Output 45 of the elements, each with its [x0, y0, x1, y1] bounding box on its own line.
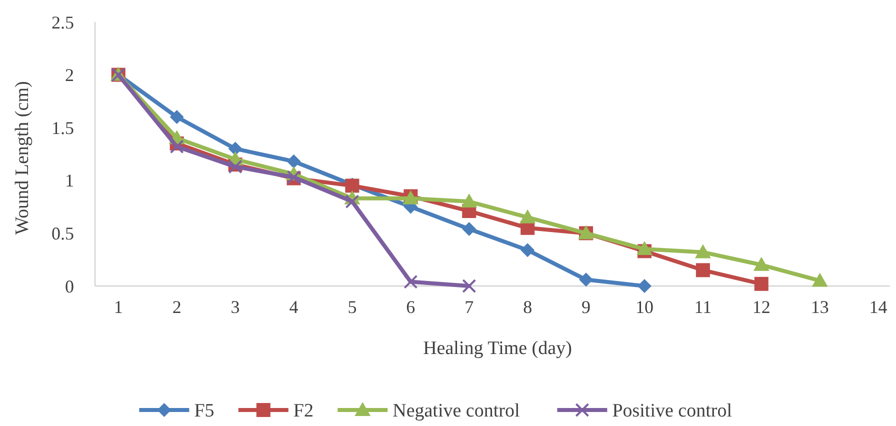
- point: [696, 263, 710, 278]
- point: [637, 279, 652, 293]
- x-tick-label: 10: [635, 297, 654, 317]
- x-tick-label: 6: [406, 297, 416, 317]
- point: [694, 244, 711, 258]
- legend-label: Positive control: [612, 400, 732, 422]
- point: [228, 142, 242, 156]
- x-tick-label: 11: [694, 297, 712, 317]
- point: [579, 272, 594, 287]
- point: [753, 256, 770, 271]
- x-tick-label: 5: [348, 297, 357, 317]
- x-tick-label: 1: [114, 297, 123, 317]
- y-tick-label: 2: [65, 65, 74, 86]
- y-tick-label: 0: [65, 276, 74, 296]
- x-tick-label: 3: [230, 297, 240, 317]
- legend-label: F5: [194, 400, 214, 422]
- point: [170, 140, 184, 154]
- point: [286, 154, 301, 168]
- x-tick-label: 2: [172, 297, 182, 317]
- point: [812, 272, 828, 287]
- x-axis-title: Healing Time (day): [423, 338, 572, 359]
- point: [520, 243, 535, 258]
- point: [462, 222, 476, 236]
- point: [636, 241, 652, 256]
- x-tick-label: 12: [752, 297, 770, 317]
- x-tick-label: 14: [869, 297, 888, 317]
- y-axis-title: Wound Length (cm): [12, 81, 33, 235]
- x-tick-label: 8: [523, 297, 532, 317]
- point: [345, 194, 360, 209]
- x-tick-label: 13: [810, 297, 829, 317]
- legend-label: F2: [293, 400, 314, 422]
- y-tick-label: 0.5: [52, 224, 74, 244]
- x-tick-label: 7: [464, 297, 474, 317]
- point: [754, 276, 768, 291]
- point: [462, 279, 476, 293]
- point: [520, 209, 536, 224]
- y-tick-label: 1.5: [52, 118, 74, 138]
- legend-label: Negative control: [392, 400, 520, 422]
- y-tick-label: 2.5: [52, 12, 74, 32]
- point: [404, 274, 418, 289]
- point: [461, 194, 478, 208]
- point: [170, 110, 184, 124]
- x-tick-label: 4: [289, 297, 298, 317]
- x-tick-label: 9: [582, 297, 591, 317]
- y-tick-label: 1: [65, 170, 74, 191]
